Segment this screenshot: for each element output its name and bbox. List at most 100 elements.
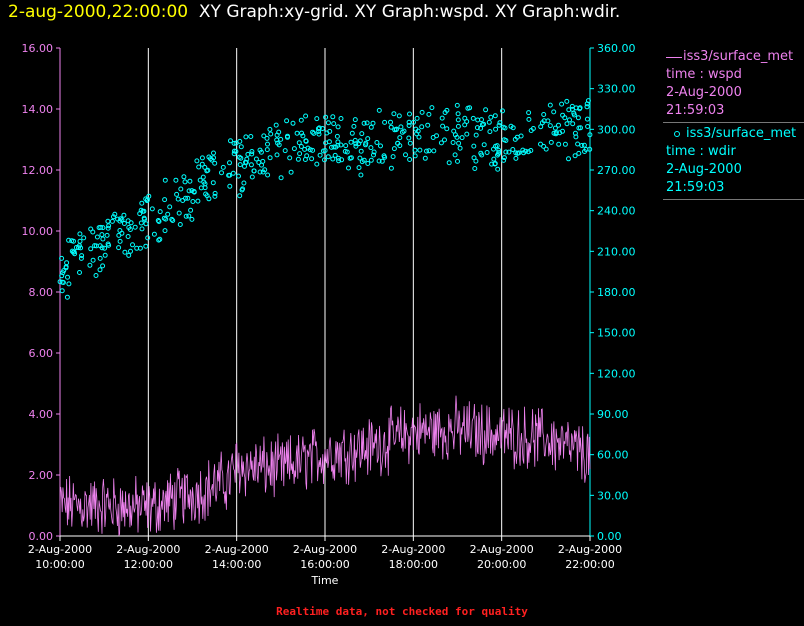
quality-footer: Realtime data, not checked for quality	[276, 605, 528, 618]
wdir-point	[371, 149, 377, 155]
wdir-point	[547, 102, 553, 108]
wdir-point	[455, 158, 460, 164]
wdir-point	[251, 168, 257, 174]
wdir-point	[112, 211, 118, 217]
legend-wdir[interactable]: iss3/surface_met time : wdir 2-Aug-2000 …	[663, 123, 804, 200]
wdir-point	[208, 156, 213, 162]
wdir-point	[541, 143, 547, 149]
wdir-point	[543, 146, 549, 152]
header-timestamp: 2-aug-2000,22:00:00	[8, 2, 189, 22]
wdir-point	[79, 253, 85, 259]
wdir-point	[97, 255, 103, 261]
right-tick-label: 120.00	[597, 367, 636, 380]
wdir-point	[117, 238, 123, 244]
wdir-point	[528, 148, 534, 153]
wdir-point	[391, 146, 397, 152]
wdir-point	[567, 117, 572, 123]
wdir-point	[541, 112, 547, 117]
wdir-point	[572, 153, 578, 159]
wdir-point	[407, 111, 412, 117]
wdir-point	[182, 179, 188, 185]
right-tick-label: 90.00	[597, 408, 629, 421]
wdir-point	[162, 177, 168, 183]
wdir-point	[100, 236, 106, 242]
wdir-point	[444, 107, 450, 113]
wdir-point	[500, 108, 505, 114]
wdir-point	[452, 152, 458, 158]
wdir-point	[87, 262, 93, 268]
wdir-point	[391, 111, 397, 117]
wdir-point	[368, 145, 374, 151]
wdir-point	[462, 122, 468, 128]
x-tick-label-date: 2-Aug-2000	[293, 543, 357, 556]
wdir-point	[325, 120, 331, 126]
wdir-point	[295, 156, 301, 162]
wdir-point	[130, 242, 135, 248]
wdir-point	[143, 221, 149, 227]
wdir-point	[307, 147, 313, 153]
wdir-point	[243, 159, 248, 165]
wdir-point	[475, 117, 481, 123]
wdir-point	[365, 136, 371, 142]
wdir-point	[262, 167, 268, 173]
wdir-point	[442, 137, 447, 143]
right-tick-label: 30.00	[597, 489, 629, 502]
wdir-point	[342, 148, 348, 154]
wdir-point	[325, 154, 331, 160]
wdir-point	[64, 260, 70, 266]
wdir-point	[512, 136, 518, 142]
wdir-point	[126, 252, 132, 258]
wdir-point	[397, 135, 403, 141]
wdir-point	[173, 177, 179, 183]
wdir-point	[506, 149, 512, 155]
wdir-point	[381, 153, 387, 159]
wdir-point	[157, 236, 163, 242]
wdir-point	[513, 155, 519, 161]
wdir-point	[132, 224, 138, 230]
wdir-point	[376, 107, 382, 113]
wdir-point	[165, 211, 171, 217]
wdir-point	[100, 225, 106, 231]
series-wspd-line	[59, 395, 591, 537]
wdir-point	[265, 172, 271, 178]
wdir-point	[125, 234, 131, 239]
wdir-point	[257, 169, 263, 175]
wdir-point	[196, 164, 202, 170]
right-tick-label: 60.00	[597, 449, 629, 462]
wdir-point	[584, 104, 590, 110]
wdir-point	[429, 105, 435, 111]
wdir-point	[412, 147, 418, 153]
wdir-point	[431, 148, 437, 154]
wdir-point	[452, 132, 458, 138]
wdir-point	[330, 114, 336, 120]
wdir-point	[495, 166, 501, 172]
wdir-point	[189, 216, 195, 222]
x-tick-label-time: 14:00:00	[212, 558, 261, 571]
wdir-point	[335, 139, 341, 145]
wdir-point	[227, 183, 233, 189]
wdir-point	[116, 245, 122, 251]
wdir-point	[378, 143, 383, 149]
circle-marker-icon	[674, 131, 680, 137]
left-tick-label: 10.00	[22, 225, 54, 238]
wdir-point	[323, 114, 329, 120]
wdir-point	[138, 207, 144, 213]
wdir-point	[236, 173, 241, 179]
wdir-point	[493, 126, 499, 132]
wdir-point	[526, 110, 532, 116]
wdir-point	[309, 156, 315, 162]
wdir-point	[105, 241, 111, 247]
legend-wspd[interactable]: iss3/surface_met time : wspd 2-Aug-2000 …	[663, 46, 804, 123]
wdir-point	[365, 161, 371, 166]
wdir-point	[201, 179, 207, 185]
legend: iss3/surface_met time : wspd 2-Aug-2000 …	[663, 46, 804, 200]
wdir-point	[556, 141, 562, 147]
wdir-point	[334, 133, 340, 139]
wdir-point	[317, 152, 323, 158]
wdir-point	[298, 144, 304, 149]
wdir-point	[294, 130, 300, 136]
wdir-point	[99, 232, 105, 238]
right-tick-label: 270.00	[597, 164, 636, 177]
wdir-point	[314, 161, 320, 167]
wdir-point	[151, 231, 157, 237]
